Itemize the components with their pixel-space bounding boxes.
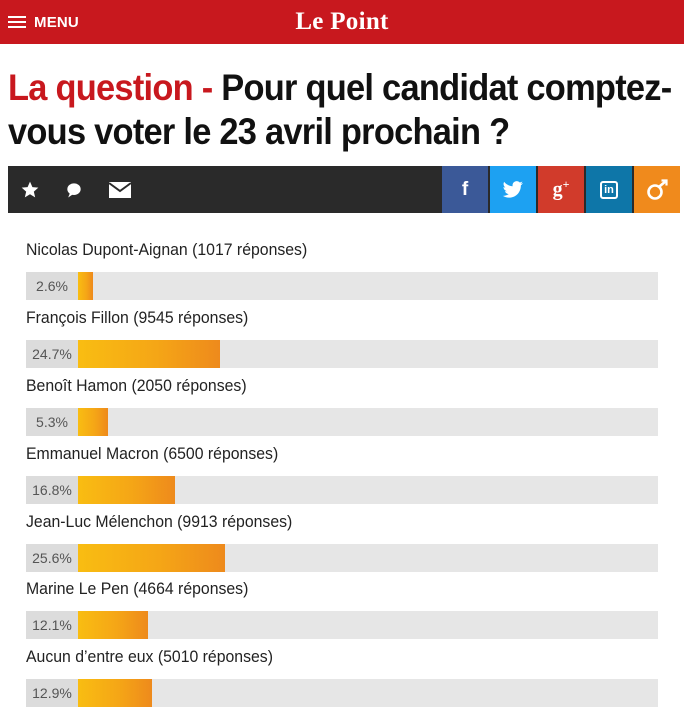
question-text: Pour quel candidat comptez-vous voter le… (8, 67, 672, 152)
percent-value: 24.7% (26, 340, 78, 368)
candidate-label: Emmanuel Macron (6500 réponses) (26, 444, 279, 463)
twitter-icon (502, 180, 523, 198)
comment-button[interactable] (54, 166, 94, 213)
percent-value: 25.6% (26, 544, 78, 572)
hamburger-icon (8, 15, 26, 29)
result-bar-fill (78, 272, 93, 300)
linkedin-share-button[interactable]: in (586, 166, 632, 213)
result-bar-fill (78, 544, 226, 572)
page-title: La question - Pour quel candidat comptez… (8, 66, 676, 154)
result-bar-fill (78, 476, 175, 504)
facebook-icon: f (461, 178, 469, 200)
share-toolbar: f g+ in (8, 166, 680, 213)
result-bar-track: 12.1% (26, 611, 658, 639)
le-point-icon (647, 178, 668, 200)
percent-value: 12.9% (26, 679, 78, 707)
result-bar-track: 16.8% (26, 476, 658, 504)
percent-value: 16.8% (26, 476, 78, 504)
candidate-label: Jean-Luc Mélenchon (9913 réponses) (26, 512, 293, 531)
twitter-share-button[interactable] (490, 166, 536, 213)
favorite-button[interactable] (10, 166, 50, 213)
result-bar-fill (78, 408, 109, 436)
result-bar-track: 5.3% (26, 408, 658, 436)
google-plus-icon: g+ (552, 177, 570, 201)
candidate-label: Marine Le Pen (4664 réponses) (26, 579, 249, 598)
comment-icon (67, 182, 81, 197)
menu-label: MENU (34, 13, 79, 31)
result-bar-track: 2.6% (26, 272, 658, 300)
candidate-label: Nicolas Dupont-Aignan (1017 réponses) (26, 240, 308, 259)
percent-value: 2.6% (26, 272, 78, 300)
result-bar-fill (78, 679, 153, 707)
candidate-label: Benoît Hamon (2050 réponses) (26, 376, 247, 395)
candidate-label: Aucun d’entre eux (5010 réponses) (26, 647, 273, 666)
poll-results: Nicolas Dupont-Aignan (1017 réponses) 2.… (8, 213, 676, 714)
percent-value: 12.1% (26, 611, 78, 639)
star-icon (21, 181, 39, 197)
menu-button[interactable]: MENU (8, 0, 79, 44)
google-plus-share-button[interactable]: g+ (538, 166, 584, 213)
result-bar-fill (78, 611, 148, 639)
mail-icon (108, 181, 132, 198)
email-button[interactable] (100, 166, 140, 213)
site-logo: Le Point (0, 0, 684, 44)
result-bar-track: 24.7% (26, 340, 658, 368)
result-bar-track: 25.6% (26, 544, 658, 572)
le-point-share-button[interactable] (634, 166, 680, 213)
logo-link[interactable]: Le Point (295, 8, 389, 35)
result-bar-track: 12.9% (26, 679, 658, 707)
linkedin-icon: in (600, 180, 618, 199)
result-bar-fill (78, 340, 221, 368)
candidate-label: François Fillon (9545 réponses) (26, 308, 249, 327)
question-prefix: La question - (8, 67, 213, 108)
top-header: MENU Le Point (0, 0, 684, 44)
percent-value: 5.3% (26, 408, 78, 436)
facebook-share-button[interactable]: f (442, 166, 488, 213)
